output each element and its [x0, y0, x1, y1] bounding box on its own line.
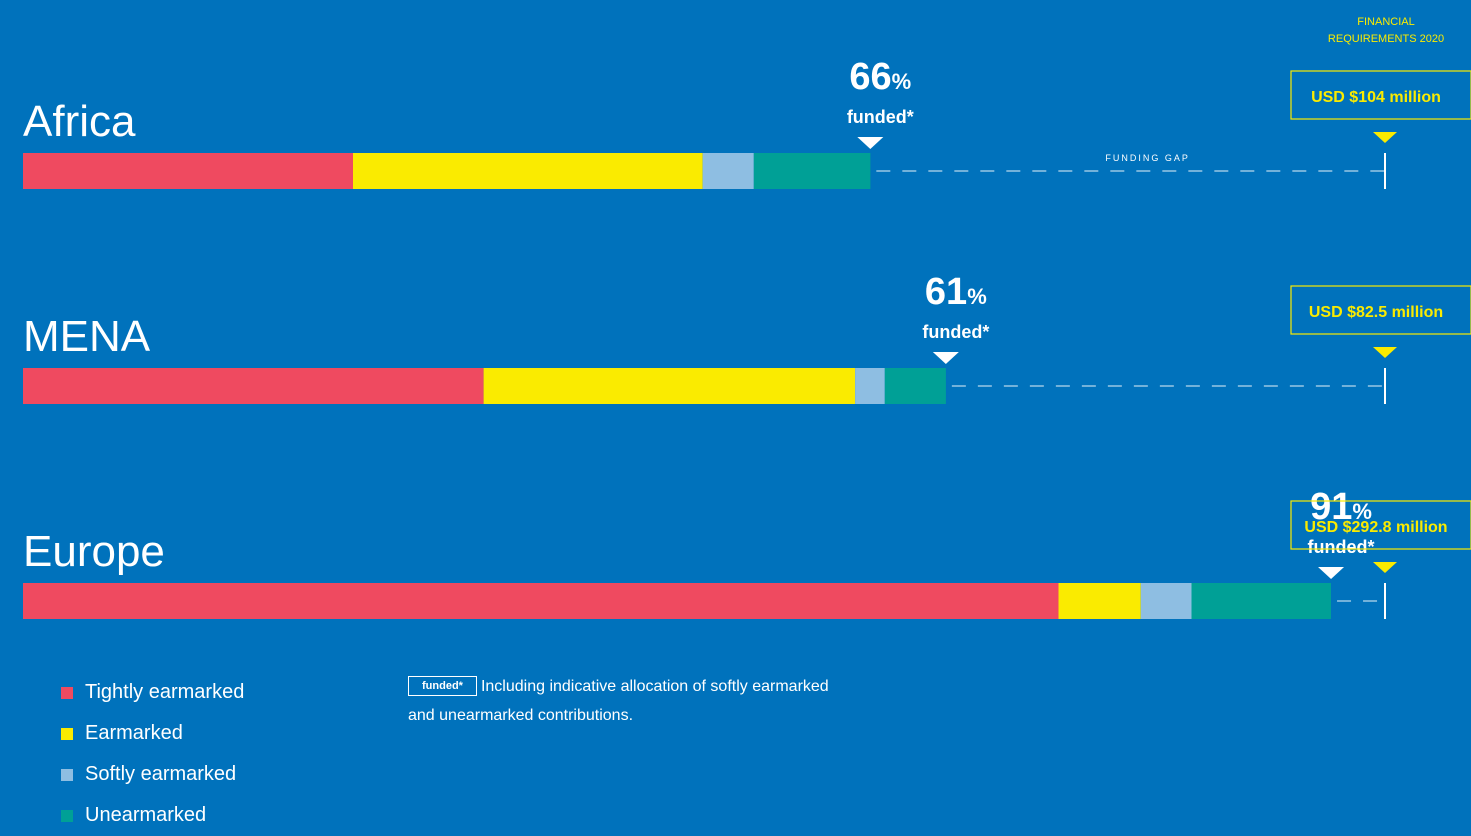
legend-swatch	[61, 686, 73, 699]
legend-label: Earmarked	[85, 722, 183, 744]
bar-segment	[353, 153, 703, 189]
requirement-marker	[1373, 347, 1397, 358]
funded-marker	[857, 137, 884, 149]
bar-segment	[23, 368, 484, 404]
bar-segment	[1140, 583, 1192, 619]
requirement-marker	[1373, 132, 1397, 143]
funded-percent: 66%	[849, 56, 911, 98]
funded-note-tag: funded*	[408, 676, 477, 696]
funded-marker	[932, 352, 959, 364]
footnote: funded* Including indicative allocation o…	[408, 672, 838, 730]
footnote-text: Including indicative allocation of softl…	[408, 678, 829, 724]
legend-item: Unearmarked	[61, 795, 244, 836]
funding-chart: FINANCIAL REQUIREMENTS 2020 Africa FUNDING …	[23, 16, 1471, 619]
bar-segment	[23, 153, 353, 189]
funded-label: funded*	[1308, 537, 1375, 557]
legend: Tightly earmarked Earmarked Softly earma…	[61, 672, 244, 836]
funded-percent: 61%	[925, 271, 987, 313]
legend-swatch	[61, 768, 73, 781]
bar-segment	[702, 153, 754, 189]
bar-segment	[483, 368, 856, 404]
requirement-label: USD $104 million	[1311, 89, 1441, 106]
requirement-marker	[1373, 562, 1397, 573]
legend-item: Tightly earmarked	[61, 672, 244, 713]
funded-label: funded*	[922, 322, 989, 342]
bar-segment	[1191, 583, 1331, 619]
funded-percent: 91%	[1310, 486, 1372, 528]
category-label: MENA	[23, 312, 151, 361]
requirement-box	[1290, 70, 1471, 120]
bar-segment	[855, 368, 885, 404]
category-label: Africa	[23, 97, 136, 146]
bar-segment	[1058, 583, 1141, 619]
requirement-label: USD $292.8 million	[1304, 519, 1447, 536]
bar-segment	[884, 368, 946, 404]
category-label: Europe	[23, 527, 165, 576]
requirements-header-line1: FINANCIAL	[1357, 16, 1414, 28]
funded-label: funded*	[847, 107, 914, 127]
funding-gap-label: FUNDING GAP	[1105, 153, 1190, 163]
legend-item: Softly earmarked	[61, 754, 244, 795]
requirements-header-line2: REQUIREMENTS 2020	[1328, 33, 1444, 45]
legend-label: Softly earmarked	[85, 763, 237, 785]
requirement-box	[1290, 500, 1471, 550]
legend-swatch	[61, 727, 73, 740]
legend-item: Earmarked	[61, 713, 244, 754]
requirement-box	[1290, 285, 1471, 335]
funded-marker	[1318, 567, 1345, 579]
requirement-label: USD $82.5 million	[1309, 304, 1443, 321]
legend-label: Unearmarked	[85, 804, 207, 826]
legend-label: Tightly earmarked	[85, 681, 245, 703]
bar-segment	[753, 153, 871, 189]
bar-segment	[23, 583, 1059, 619]
legend-swatch	[61, 809, 73, 822]
